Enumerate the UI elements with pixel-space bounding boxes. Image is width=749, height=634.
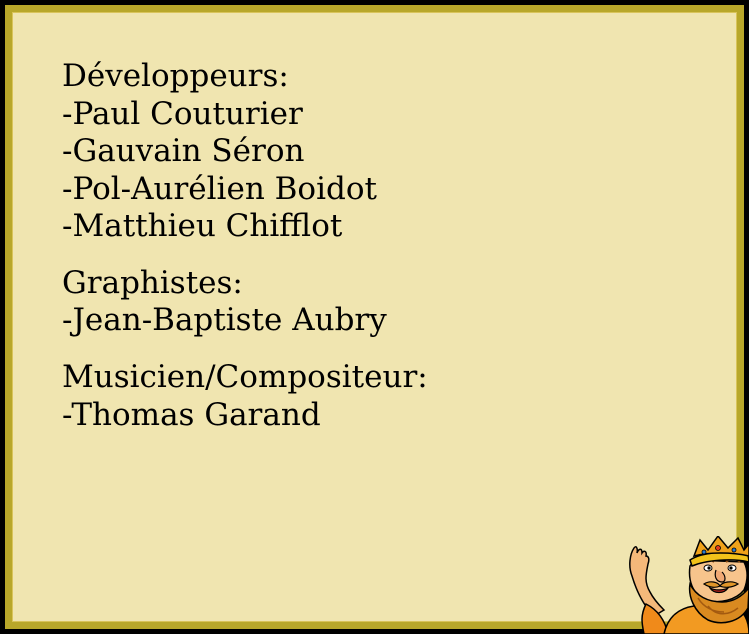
credits-panel: Développeurs: -Paul Couturier -Gauvain S… (12, 12, 737, 622)
developer-name: -Gauvain Séron (62, 133, 305, 169)
graphics-heading: Graphistes: (62, 264, 243, 301)
developers-section: Développeurs: -Paul Couturier -Gauvain S… (62, 58, 428, 246)
graphics-section: Graphistes: -Jean-Baptiste Aubry (62, 265, 428, 340)
graphic-artist-name: -Jean-Baptiste Aubry (62, 301, 387, 338)
developer-name: -Pol-Aurélien Boidot (62, 170, 377, 207)
credits-frame: Développeurs: -Paul Couturier -Gauvain S… (5, 5, 744, 629)
developers-heading: Développeurs: (62, 58, 289, 94)
developer-name: -Paul Couturier (62, 95, 303, 132)
waving-king-mascot-icon (629, 536, 749, 634)
music-section: Musicien/Compositeur: -Thomas Garand (62, 359, 428, 434)
credits-list: Développeurs: -Paul Couturier -Gauvain S… (62, 58, 428, 453)
composer-name: -Thomas Garand (62, 396, 321, 433)
music-heading: Musicien/Compositeur: (62, 359, 428, 395)
developer-name: -Matthieu Chifflot (62, 208, 343, 244)
